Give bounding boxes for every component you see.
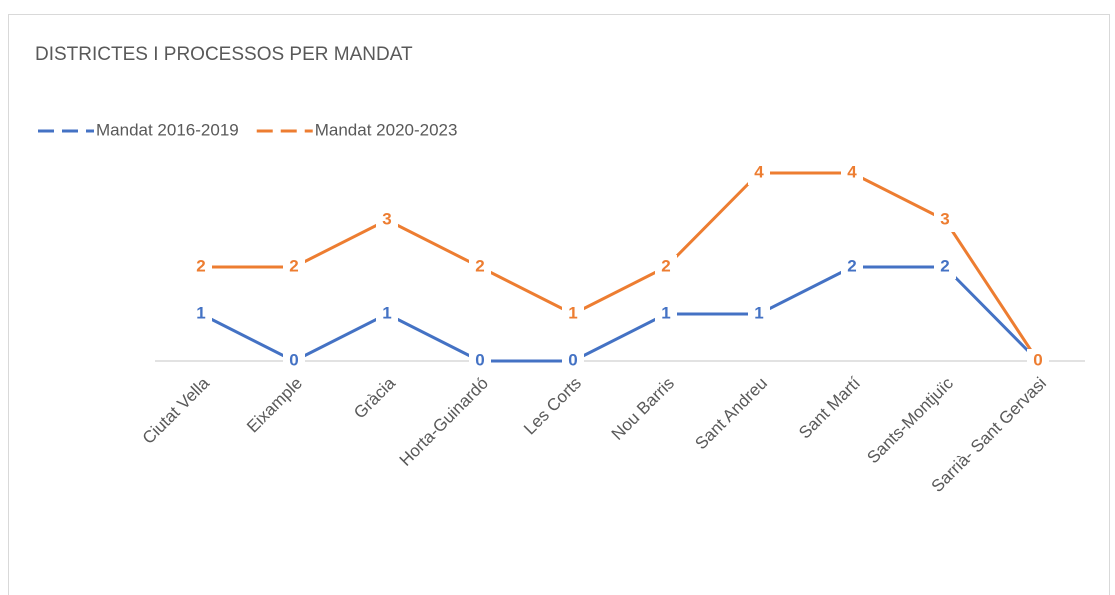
data-label: 4 <box>754 162 764 181</box>
data-label: 0 <box>289 350 298 369</box>
data-label-bg <box>655 255 677 279</box>
data-label: 1 <box>754 303 763 322</box>
series-line <box>200 265 1040 363</box>
data-label-bg <box>190 255 212 279</box>
data-label-bg <box>283 349 305 373</box>
data-label: 0 <box>475 350 484 369</box>
legend-label: Mandat 2016-2019 <box>96 120 239 139</box>
data-label-bg <box>1027 349 1049 373</box>
series-line <box>201 171 1040 362</box>
data-label-bg <box>376 302 398 326</box>
data-label: 2 <box>475 256 484 275</box>
data-label: 2 <box>661 256 670 275</box>
data-label: 3 <box>940 209 949 228</box>
data-label-bg <box>469 349 491 373</box>
legend-label: Mandat 2020-2023 <box>315 120 458 139</box>
data-label: 2 <box>196 256 205 275</box>
data-label: 4 <box>847 162 857 181</box>
data-label-bg <box>748 302 770 326</box>
data-label-bg <box>934 255 956 279</box>
data-label: 2 <box>289 256 298 275</box>
data-label-bg <box>748 161 770 185</box>
data-label-bg <box>283 255 305 279</box>
data-label-bg <box>562 349 584 373</box>
data-label-bg <box>841 161 863 185</box>
data-label: 0 <box>568 350 577 369</box>
data-label-bg <box>562 302 584 326</box>
data-label-bg <box>655 302 677 326</box>
data-label: 1 <box>382 303 391 322</box>
data-label: 3 <box>382 209 391 228</box>
chart-border <box>8 14 1110 595</box>
data-label: 1 <box>568 303 577 322</box>
data-label-bg <box>190 302 212 326</box>
data-label-bg <box>934 208 956 232</box>
data-label: 1 <box>196 303 205 322</box>
data-label: 2 <box>847 256 856 275</box>
data-label: 1 <box>661 303 670 322</box>
data-label-bg <box>469 255 491 279</box>
data-label: 2 <box>940 256 949 275</box>
data-label: 0 <box>1033 350 1042 369</box>
chart-title: DISTRICTES I PROCESSOS PER MANDAT <box>35 44 413 65</box>
data-label-bg <box>376 208 398 232</box>
data-label-bg <box>841 255 863 279</box>
